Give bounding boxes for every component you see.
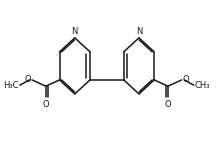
Text: O: O: [183, 75, 189, 84]
Text: O: O: [43, 100, 49, 109]
Text: H₃C: H₃C: [3, 81, 19, 90]
Text: O: O: [24, 75, 31, 84]
Text: O: O: [165, 100, 171, 109]
Text: N: N: [72, 27, 78, 36]
Text: CH₃: CH₃: [195, 81, 210, 90]
Text: N: N: [136, 27, 142, 36]
